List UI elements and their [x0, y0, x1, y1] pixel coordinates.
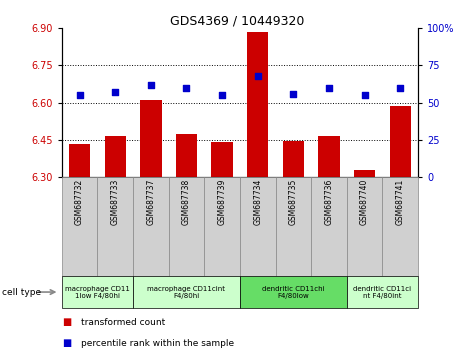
Text: dendritic CD11chi
F4/80low: dendritic CD11chi F4/80low	[262, 286, 324, 298]
Point	[218, 92, 226, 98]
Text: cell type: cell type	[2, 287, 41, 297]
Bar	[390, 107, 411, 177]
Bar	[211, 142, 233, 177]
Text: GSM687737: GSM687737	[146, 179, 155, 225]
Text: GSM687734: GSM687734	[253, 179, 262, 225]
Text: GSM687739: GSM687739	[218, 179, 227, 225]
Text: GSM687740: GSM687740	[360, 179, 369, 225]
Text: ■: ■	[62, 338, 71, 348]
Bar	[69, 144, 90, 177]
Point	[361, 92, 369, 98]
Text: GSM687733: GSM687733	[111, 179, 120, 225]
Point	[76, 92, 84, 98]
Point	[325, 85, 332, 91]
Bar	[176, 134, 197, 177]
Text: percentile rank within the sample: percentile rank within the sample	[81, 339, 234, 348]
Point	[396, 85, 404, 91]
Text: ■: ■	[62, 317, 71, 327]
Point	[254, 73, 261, 79]
Bar	[140, 100, 162, 177]
Bar	[318, 136, 340, 177]
Text: GSM687738: GSM687738	[182, 179, 191, 225]
Text: GDS4369 / 10449320: GDS4369 / 10449320	[171, 14, 304, 27]
Text: transformed count: transformed count	[81, 318, 165, 327]
Bar	[104, 136, 126, 177]
Bar	[247, 32, 268, 177]
Text: macrophage CD11cint
F4/80hi: macrophage CD11cint F4/80hi	[147, 286, 226, 298]
Text: GSM687736: GSM687736	[324, 179, 333, 225]
Text: macrophage CD11
1low F4/80hi: macrophage CD11 1low F4/80hi	[65, 286, 130, 298]
Bar	[283, 141, 304, 177]
Text: GSM687741: GSM687741	[396, 179, 405, 225]
Text: dendritic CD11ci
nt F4/80int: dendritic CD11ci nt F4/80int	[353, 286, 411, 298]
Point	[182, 85, 190, 91]
Text: GSM687735: GSM687735	[289, 179, 298, 225]
Point	[147, 82, 155, 88]
Bar	[354, 170, 375, 177]
Point	[289, 91, 297, 97]
Text: GSM687732: GSM687732	[75, 179, 84, 225]
Point	[111, 90, 119, 95]
